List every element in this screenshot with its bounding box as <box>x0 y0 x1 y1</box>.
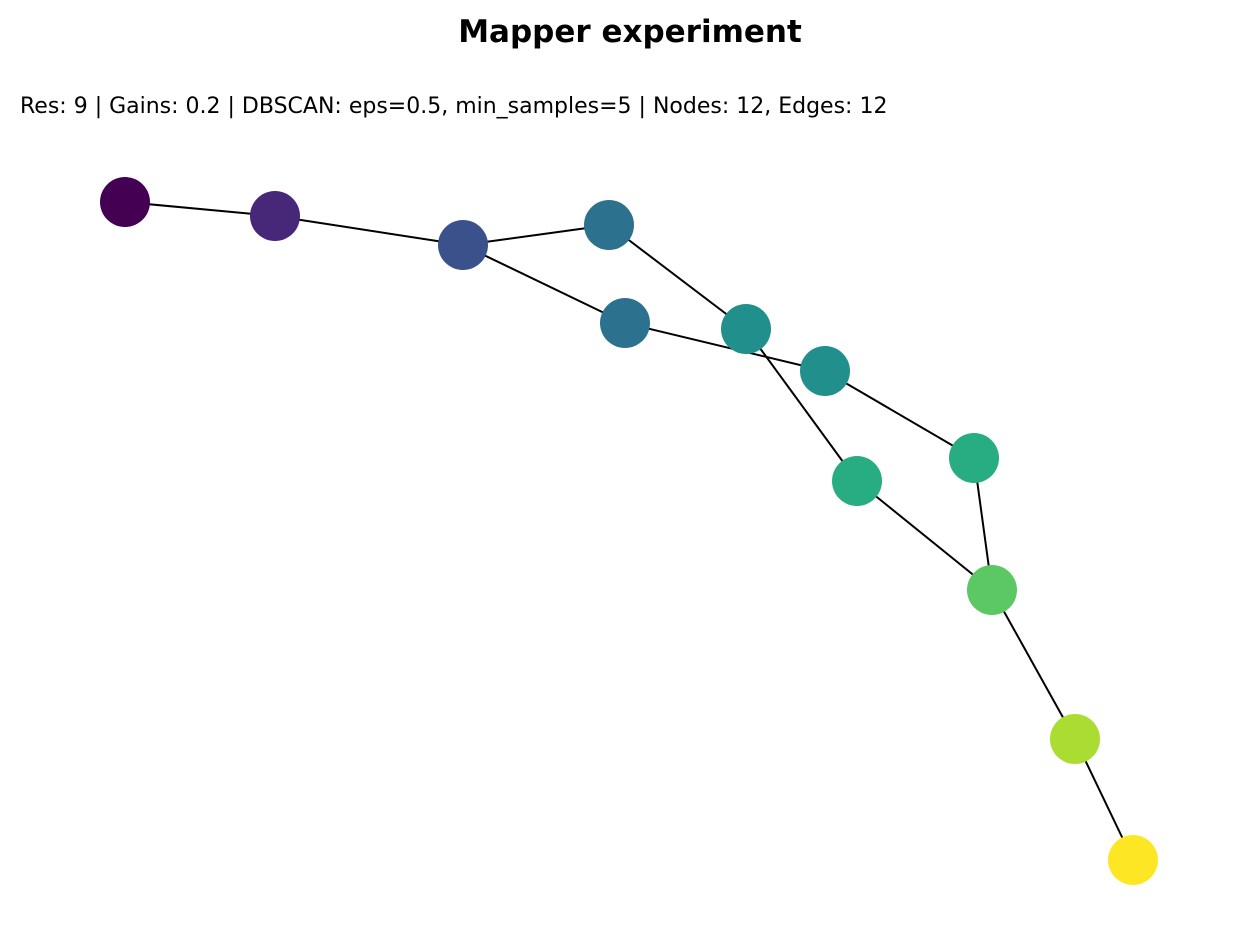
figure-title: Mapper experiment <box>458 14 802 50</box>
graph-node-10 <box>1050 714 1100 764</box>
graph-node-8 <box>949 433 999 483</box>
graph-node-11 <box>1108 835 1158 885</box>
graph-edge-1-2 <box>274 215 464 246</box>
graph-edge-9-10 <box>991 589 1076 740</box>
graph-edge-4-6 <box>624 322 826 372</box>
graph-node-3 <box>584 200 634 250</box>
graph-edge-6-8 <box>824 370 975 459</box>
graph-edge-3-5 <box>608 224 747 330</box>
graph-node-7 <box>832 456 882 506</box>
graph-nodes <box>100 177 1158 885</box>
graph-edge-5-7 <box>745 328 858 482</box>
figure-subtitle: Res: 9 | Gains: 0.2 | DBSCAN: eps=0.5, m… <box>20 94 888 119</box>
graph-node-6 <box>800 346 850 396</box>
graph-edges <box>124 201 1134 861</box>
graph-edge-2-4 <box>462 244 626 324</box>
graph-node-1 <box>250 191 300 241</box>
graph-node-0 <box>100 177 150 227</box>
graph-node-5 <box>721 304 771 354</box>
graph-edge-7-9 <box>856 480 993 591</box>
graph-node-2 <box>438 220 488 270</box>
graph-node-4 <box>600 298 650 348</box>
graph-edge-0-1 <box>124 201 276 217</box>
graph-node-9 <box>967 565 1017 615</box>
